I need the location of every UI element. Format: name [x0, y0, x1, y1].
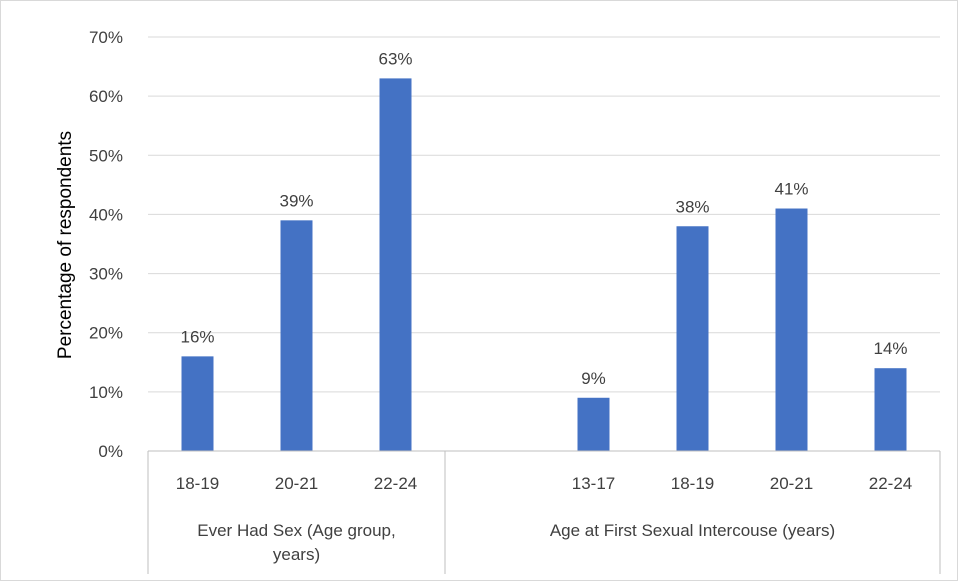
bar: [677, 226, 709, 451]
data-label: 9%: [581, 369, 606, 388]
y-tick-label: 60%: [89, 87, 123, 106]
bar: [776, 209, 808, 451]
bar: [281, 220, 313, 451]
x-category-label: 22-24: [374, 474, 417, 493]
data-label: 14%: [873, 339, 907, 358]
y-axis-title: Percentage of respondents: [55, 131, 76, 359]
x-category-label: 22-24: [869, 474, 912, 493]
bar: [182, 356, 214, 451]
bar: [578, 398, 610, 451]
group-label: Ever Had Sex (Age group,: [197, 521, 395, 540]
y-tick-label: 50%: [89, 146, 123, 165]
y-tick-label: 0%: [98, 442, 123, 461]
x-category-label: 20-21: [275, 474, 318, 493]
x-category-label: 13-17: [572, 474, 615, 493]
y-tick-label: 20%: [89, 324, 123, 343]
x-category-label: 18-19: [176, 474, 219, 493]
bar: [380, 78, 412, 451]
y-tick-label: 30%: [89, 265, 123, 284]
bar: [875, 368, 907, 451]
data-label: 41%: [774, 180, 808, 199]
data-label: 38%: [675, 197, 709, 216]
group-label: years): [273, 545, 320, 564]
x-category-label: 20-21: [770, 474, 813, 493]
data-label: 39%: [279, 191, 313, 210]
y-tick-label: 40%: [89, 205, 123, 224]
y-tick-label: 70%: [89, 28, 123, 47]
x-category-label: 18-19: [671, 474, 714, 493]
data-label: 16%: [180, 327, 214, 346]
y-tick-label: 10%: [89, 383, 123, 402]
group-label: Age at First Sexual Intercouse (years): [550, 521, 835, 540]
data-label: 63%: [378, 49, 412, 68]
